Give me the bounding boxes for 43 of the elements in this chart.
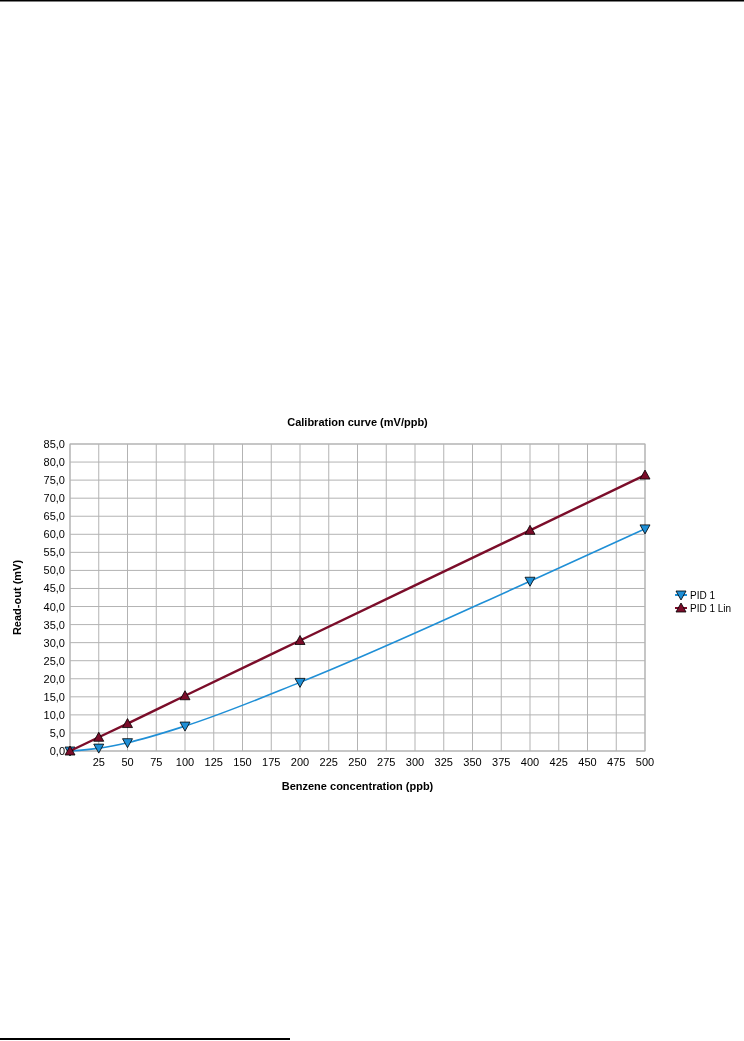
y-tick-label: 55,0 xyxy=(43,546,65,559)
x-tick-label: 125 xyxy=(204,756,223,768)
y-tick-label: 45,0 xyxy=(43,582,65,595)
y-tick-label: 80,0 xyxy=(43,456,65,469)
x-tick-label: 100 xyxy=(175,756,195,768)
x-tick-label: 300 xyxy=(405,756,425,768)
y-tick-label: 5,0 xyxy=(49,726,65,739)
y-tick-label: 25,0 xyxy=(43,654,65,667)
x-tick-label: 475 xyxy=(607,756,626,768)
x-tick-label: 50 xyxy=(121,756,134,768)
x-tick-label: 175 xyxy=(262,756,281,768)
x-tick-label: 75 xyxy=(150,756,163,768)
x-tick-label: 500 xyxy=(635,756,655,768)
y-tick-label: 40,0 xyxy=(43,600,65,613)
x-tick-label: 225 xyxy=(319,756,338,768)
y-tick-label: 75,0 xyxy=(43,474,65,487)
legend-label: PID 1 xyxy=(690,590,716,601)
x-tick-label: 25 xyxy=(92,756,105,768)
y-axis-title: Read-out (mV) xyxy=(11,559,23,636)
y-tick-label: 70,0 xyxy=(43,492,65,505)
legend-label: PID 1 Lin xyxy=(690,603,732,614)
x-axis-title: Benzene concentration (ppb) xyxy=(281,780,434,792)
y-tick-label: 65,0 xyxy=(43,510,65,523)
x-tick-label: 425 xyxy=(549,756,568,768)
x-tick-label: 350 xyxy=(463,756,482,768)
y-tick-label: 10,0 xyxy=(43,708,65,721)
y-tick-label: 0,0 xyxy=(49,745,65,757)
x-tick-label: 150 xyxy=(233,756,252,768)
x-tick-label: 275 xyxy=(377,756,396,768)
chart-title: Calibration curve (mV/ppb) xyxy=(287,416,429,428)
x-tick-label: 250 xyxy=(348,756,367,768)
x-tick-label: 375 xyxy=(492,756,511,768)
y-tick-label: 85,0 xyxy=(43,438,65,450)
y-tick-label: 60,0 xyxy=(43,528,65,541)
y-tick-label: 20,0 xyxy=(43,672,65,685)
x-tick-label: 200 xyxy=(290,756,310,768)
y-tick-label: 15,0 xyxy=(43,690,65,703)
y-tick-label: 35,0 xyxy=(43,618,65,631)
y-tick-label: 50,0 xyxy=(43,564,65,577)
x-tick-label: 325 xyxy=(434,756,453,768)
x-tick-label: 400 xyxy=(520,756,540,768)
y-tick-label: 30,0 xyxy=(43,636,65,649)
x-tick-label: 450 xyxy=(578,756,597,768)
